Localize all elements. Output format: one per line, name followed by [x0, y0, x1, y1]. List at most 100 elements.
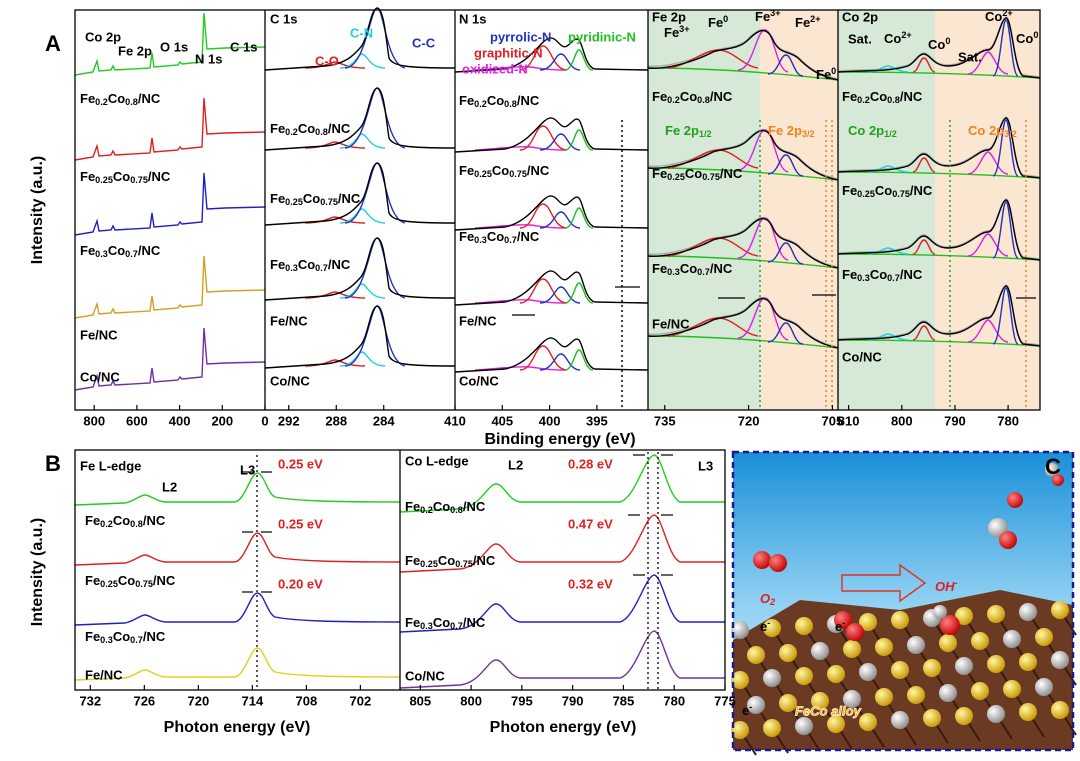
peak-label: pyridinic-N — [568, 29, 636, 44]
peak-label: C-N — [350, 25, 373, 40]
trace — [74, 472, 401, 506]
x-tick-label: 400 — [539, 413, 561, 428]
x-tick-label: 785 — [613, 693, 635, 708]
panel-title: N 1s — [459, 11, 486, 26]
atom — [763, 619, 781, 637]
atom — [731, 621, 749, 639]
trace — [264, 87, 456, 151]
atom — [955, 707, 973, 725]
sample-label: Fe0.2Co0.8/NC — [270, 121, 351, 136]
peak-label: Co2+ — [884, 30, 912, 46]
peak-label: Fe3+ — [664, 24, 690, 40]
x-tick-label: 284 — [373, 413, 395, 428]
peak-label: Co 2p — [85, 29, 121, 44]
atom — [747, 696, 765, 714]
atom — [1003, 630, 1021, 648]
atom — [907, 686, 925, 704]
atom — [827, 665, 845, 683]
atom — [859, 713, 877, 731]
atom — [763, 669, 781, 687]
x-tick-label: 800 — [891, 413, 913, 428]
peak-label: pyrrolic-N — [490, 29, 551, 44]
trace — [454, 117, 649, 153]
arrows — [512, 286, 1036, 316]
panel-title: Fe 2p — [652, 9, 686, 24]
trace — [454, 337, 649, 373]
sample-label: Co/NC — [405, 668, 445, 683]
illustration-text: e- — [742, 702, 752, 718]
atom — [1003, 680, 1021, 698]
region-label: Fe 2p1/2 — [665, 123, 712, 138]
edge-label: L3 — [240, 462, 255, 477]
shift-label: 0.47 eV — [568, 516, 613, 531]
sample-label: Fe0.3Co0.7/NC — [405, 615, 486, 630]
atom — [923, 659, 941, 677]
x-tick-label: 720 — [187, 693, 209, 708]
arrows — [242, 454, 673, 593]
x-tick-label: 780 — [997, 413, 1019, 428]
sample-label: Fe0.25Co0.75/NC — [85, 573, 176, 588]
atom — [875, 638, 893, 656]
peak-label: Co2+ — [985, 8, 1013, 24]
shift-label: 0.32 eV — [568, 576, 613, 591]
peak-label: C-C — [412, 35, 436, 50]
x-tick-label: 400 — [169, 413, 191, 428]
panel-dividers — [264, 10, 839, 410]
atom — [939, 684, 957, 702]
sample-label: Co/NC — [270, 373, 310, 388]
atom — [795, 717, 813, 735]
trace — [399, 630, 726, 689]
sample-label: Fe0.3Co0.7/NC — [459, 229, 540, 244]
trace — [74, 647, 401, 681]
x-tick-label: 0 — [261, 413, 268, 428]
peak-label: Co0 — [928, 36, 950, 52]
atom — [1035, 628, 1053, 646]
atom — [779, 644, 797, 662]
x-tick-label: 720 — [738, 413, 760, 428]
atom — [971, 632, 989, 650]
trace — [74, 255, 266, 319]
atom — [843, 640, 861, 658]
region-label: Co 2p1/2 — [848, 123, 897, 138]
x-tick-label: 800 — [83, 413, 105, 428]
peak-label: Fe0 — [708, 14, 728, 30]
x-tick-label: 395 — [586, 413, 608, 428]
panel-label: B — [45, 451, 61, 476]
atom — [747, 646, 765, 664]
peak-label: Co0 — [1016, 30, 1038, 46]
sample-label: Fe0.3Co0.7/NC — [842, 267, 923, 282]
x-tick-label: 790 — [944, 413, 966, 428]
atom — [843, 690, 861, 708]
atom — [1035, 678, 1053, 696]
x-tick-label: 726 — [133, 693, 155, 708]
x-tick-label: 705 — [822, 413, 844, 428]
x-tick-label: 735 — [654, 413, 676, 428]
shift-label: 0.28 eV — [568, 456, 613, 471]
atom — [811, 642, 829, 660]
sample-label: Fe0.25Co0.75/NC — [459, 163, 550, 178]
x-tick-label: 405 — [491, 413, 513, 428]
x-tick-label: 288 — [325, 413, 347, 428]
panel-title: Co L-edge — [405, 453, 469, 468]
sample-label: Fe0.3Co0.7/NC — [270, 257, 351, 272]
sample-label: Fe/NC — [270, 313, 308, 328]
sample-label: Co/NC — [842, 349, 882, 364]
sample-label: Fe0.2Co0.8/NC — [85, 513, 166, 528]
x-tick-label: 702 — [350, 693, 372, 708]
x-tick-label: 292 — [278, 413, 300, 428]
trace — [74, 532, 401, 566]
sample-label: Fe0.2Co0.8/NC — [652, 89, 733, 104]
sample-label: Fe0.3Co0.7/NC — [652, 261, 733, 276]
edge-label: L2 — [162, 479, 177, 494]
peak-label: Fe 2p — [118, 43, 152, 58]
x-axis-title: Photon energy (eV) — [164, 719, 311, 736]
atom — [971, 682, 989, 700]
atom — [1019, 653, 1037, 671]
sample-label: Fe/NC — [652, 316, 690, 331]
sample-label: Fe0.25Co0.75/NC — [652, 166, 743, 181]
atom — [875, 688, 893, 706]
sample-label: Fe0.25Co0.75/NC — [842, 183, 933, 198]
x-tick-label: 790 — [562, 693, 584, 708]
shift-label: 0.25 eV — [278, 516, 323, 531]
atom — [795, 617, 813, 635]
